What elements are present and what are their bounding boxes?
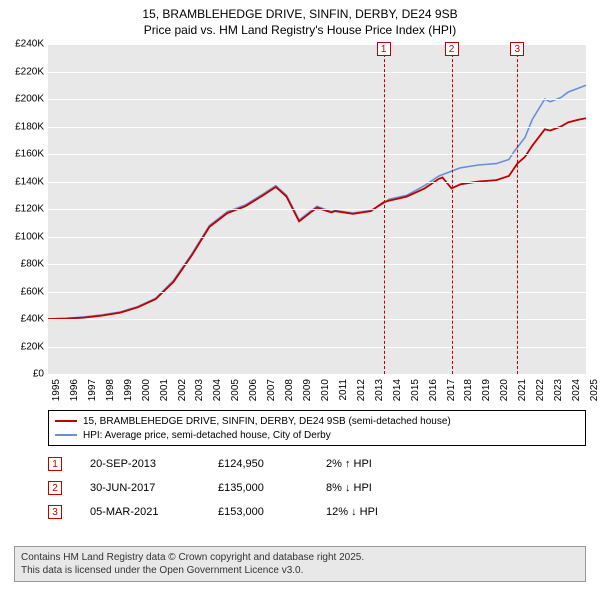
x-axis-label: 2022 <box>535 379 546 401</box>
x-axis-label: 2018 <box>463 379 474 401</box>
legend-label: HPI: Average price, semi-detached house,… <box>83 430 331 441</box>
x-axis-label: 1998 <box>105 379 116 401</box>
gridline-h <box>48 237 586 238</box>
sale-marker-badge: 1 <box>377 42 391 56</box>
x-axis-label: 2019 <box>481 379 492 401</box>
y-axis-label: £0 <box>33 369 44 380</box>
y-axis-label: £180K <box>15 121 44 132</box>
x-axis-label: 2006 <box>248 379 259 401</box>
gridline-h <box>48 264 586 265</box>
legend: 15, BRAMBLEHEDGE DRIVE, SINFIN, DERBY, D… <box>48 410 586 446</box>
x-axis-label: 2012 <box>356 379 367 401</box>
x-axis-label: 2005 <box>230 379 241 401</box>
chart-plot-area: £0£20K£40K£60K£80K£100K£120K£140K£160K£1… <box>48 44 586 374</box>
row-date: 30-JUN-2017 <box>90 482 190 494</box>
title-line2: Price paid vs. HM Land Registry's House … <box>10 22 590 38</box>
gridline-h <box>48 292 586 293</box>
x-axis-label: 2017 <box>446 379 457 401</box>
row-marker-badge: 3 <box>48 505 62 519</box>
gridline-h <box>48 154 586 155</box>
sale-marker-badge: 2 <box>445 42 459 56</box>
x-axis-label: 2001 <box>159 379 170 401</box>
gridline-h <box>48 127 586 128</box>
legend-label: 15, BRAMBLEHEDGE DRIVE, SINFIN, DERBY, D… <box>83 416 451 427</box>
table-row: 2 30-JUN-2017 £135,000 8% ↓ HPI <box>48 476 586 500</box>
x-axis-label: 2009 <box>302 379 313 401</box>
x-axis-label: 2024 <box>571 379 582 401</box>
x-axis-label: 2023 <box>553 379 564 401</box>
sale-marker-line <box>384 44 385 374</box>
legend-swatch <box>55 420 77 422</box>
footer-line2: This data is licensed under the Open Gov… <box>21 564 579 577</box>
row-marker-badge: 1 <box>48 457 62 471</box>
gridline-h <box>48 209 586 210</box>
x-axis-label: 2021 <box>517 379 528 401</box>
sale-marker-badge: 3 <box>510 42 524 56</box>
sale-marker-line <box>452 44 453 374</box>
y-axis-label: £140K <box>15 176 44 187</box>
table-row: 3 05-MAR-2021 £153,000 12% ↓ HPI <box>48 500 586 524</box>
y-axis-label: £20K <box>21 341 44 352</box>
x-axis-label: 2004 <box>212 379 223 401</box>
x-axis-label: 2020 <box>499 379 510 401</box>
x-axis-label: 2016 <box>428 379 439 401</box>
row-price: £153,000 <box>218 506 298 518</box>
x-axis-label: 2003 <box>194 379 205 401</box>
gridline-h <box>48 44 586 45</box>
row-pct: 8% ↓ HPI <box>326 482 436 494</box>
row-pct: 2% ↑ HPI <box>326 458 436 470</box>
gridline-h <box>48 182 586 183</box>
x-axis-label: 2013 <box>374 379 385 401</box>
x-axis-label: 2008 <box>284 379 295 401</box>
x-axis-label: 1996 <box>69 379 80 401</box>
x-axis-label: 1999 <box>123 379 134 401</box>
series-line-hpi <box>48 85 586 319</box>
title-line1: 15, BRAMBLEHEDGE DRIVE, SINFIN, DERBY, D… <box>10 6 590 22</box>
x-axis-label: 1997 <box>87 379 98 401</box>
attribution-footer: Contains HM Land Registry data © Crown c… <box>14 546 586 582</box>
y-axis-label: £100K <box>15 231 44 242</box>
y-axis-label: £200K <box>15 94 44 105</box>
y-axis-label: £120K <box>15 204 44 215</box>
x-axis-label: 2007 <box>266 379 277 401</box>
x-axis-label: 2025 <box>589 379 600 401</box>
x-axis-label: 2010 <box>320 379 331 401</box>
legend-item: 15, BRAMBLEHEDGE DRIVE, SINFIN, DERBY, D… <box>55 414 579 428</box>
y-axis-label: £160K <box>15 149 44 160</box>
legend-item: HPI: Average price, semi-detached house,… <box>55 428 579 442</box>
gridline-h <box>48 319 586 320</box>
series-line-property <box>48 118 586 319</box>
footer-line1: Contains HM Land Registry data © Crown c… <box>21 551 579 564</box>
x-axis-label: 2000 <box>141 379 152 401</box>
transactions-table: 1 20-SEP-2013 £124,950 2% ↑ HPI 2 30-JUN-2017… <box>48 452 586 524</box>
x-axis-label: 1995 <box>51 379 62 401</box>
row-marker-badge: 2 <box>48 481 62 495</box>
row-price: £135,000 <box>218 482 298 494</box>
y-axis-label: £240K <box>15 39 44 50</box>
gridline-h <box>48 72 586 73</box>
y-axis-label: £60K <box>21 286 44 297</box>
gridline-h <box>48 99 586 100</box>
table-row: 1 20-SEP-2013 £124,950 2% ↑ HPI <box>48 452 586 476</box>
row-date: 20-SEP-2013 <box>90 458 190 470</box>
row-price: £124,950 <box>218 458 298 470</box>
sale-marker-line <box>517 44 518 374</box>
row-pct: 12% ↓ HPI <box>326 506 436 518</box>
chart-title: 15, BRAMBLEHEDGE DRIVE, SINFIN, DERBY, D… <box>0 0 600 42</box>
y-axis-label: £40K <box>21 314 44 325</box>
x-axis-label: 2002 <box>177 379 188 401</box>
x-axis-label: 2011 <box>338 379 349 401</box>
x-axis-label: 2015 <box>410 379 421 401</box>
y-axis-label: £220K <box>15 66 44 77</box>
row-date: 05-MAR-2021 <box>90 506 190 518</box>
legend-swatch <box>55 434 77 436</box>
x-axis-label: 2014 <box>392 379 403 401</box>
gridline-h <box>48 347 586 348</box>
y-axis-label: £80K <box>21 259 44 270</box>
